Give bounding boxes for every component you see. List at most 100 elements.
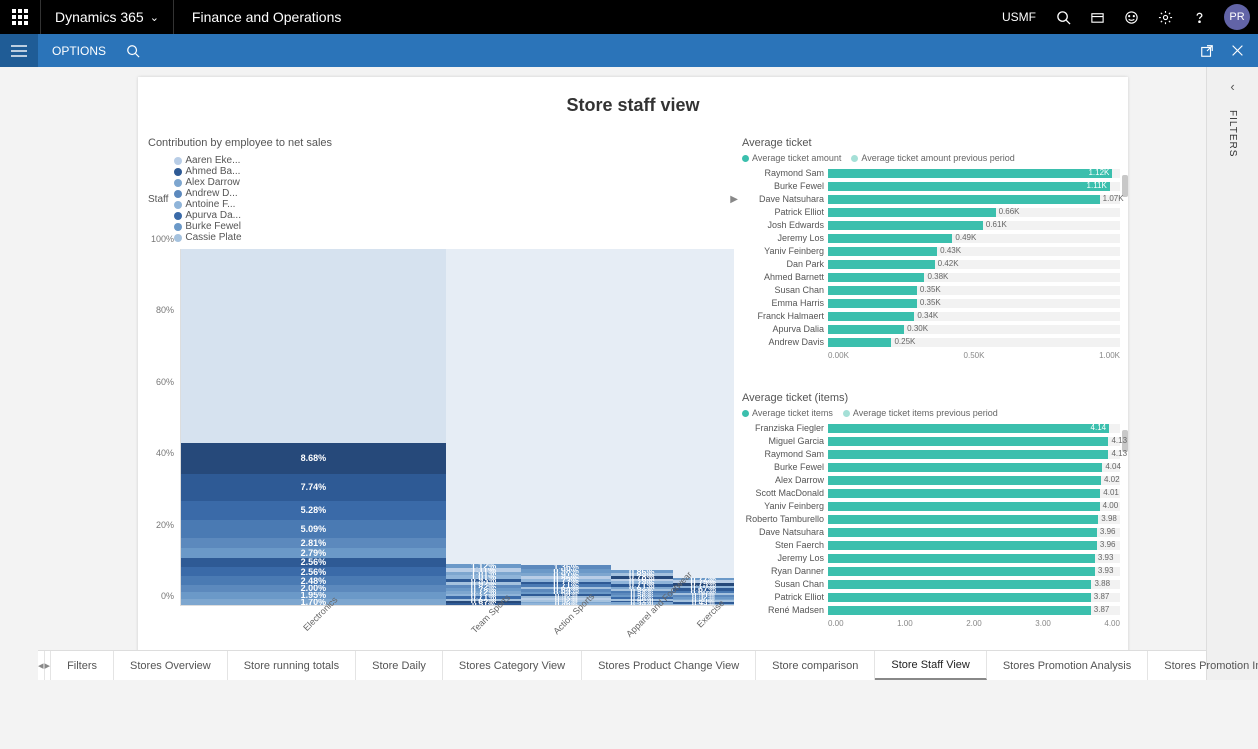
chevron-left-icon[interactable]: ‹ xyxy=(1230,79,1234,94)
stack-segment[interactable] xyxy=(181,249,446,443)
legend-item[interactable]: Aaren Eke... xyxy=(174,155,241,166)
hbar-row[interactable]: Dave Natsuhara1.07K xyxy=(742,193,1120,205)
report-tabs: ◂ ▸ FiltersStores OverviewStore running … xyxy=(38,650,1206,680)
hbar-row[interactable]: Susan Chan0.35K xyxy=(742,284,1120,296)
hbar-row[interactable]: Dan Park0.42K xyxy=(742,258,1120,270)
hbar-row[interactable]: Raymond Sam1.12K xyxy=(742,167,1120,179)
stack-segment[interactable] xyxy=(521,249,611,564)
hbar-row[interactable]: Josh Edwards0.61K xyxy=(742,219,1120,231)
legend-item[interactable]: Average ticket items xyxy=(742,408,833,418)
stack-segment[interactable] xyxy=(446,249,522,563)
legend-dot-icon xyxy=(174,179,182,187)
report-tab[interactable]: Store Daily xyxy=(356,651,443,680)
hbar-value: 3.87 xyxy=(1094,592,1110,601)
hbar-value: 3.96 xyxy=(1100,527,1116,536)
hbar-row[interactable]: Burke Fewel4.04 xyxy=(742,461,1120,473)
hbar-track: 3.93 xyxy=(828,567,1120,576)
legend-item[interactable]: Apurva Da... xyxy=(174,210,241,221)
close-icon[interactable] xyxy=(1222,34,1252,67)
hbar-row[interactable]: Jeremy Los0.49K xyxy=(742,232,1120,244)
stack-column[interactable]: 0.39%0.43%0.50%0.50%0.52%0.55%0.58%0.60%… xyxy=(673,249,734,605)
report-tab[interactable]: Store Staff View xyxy=(875,651,986,680)
user-avatar[interactable]: PR xyxy=(1224,4,1250,30)
chevron-down-icon: ⌄ xyxy=(150,11,159,24)
stack-segment[interactable]: 7.74% xyxy=(181,474,446,502)
hbar-track: 3.93 xyxy=(828,554,1120,563)
hbar-row[interactable]: Alex Darrow4.02 xyxy=(742,474,1120,486)
popout-icon[interactable] xyxy=(1192,34,1222,67)
company-label[interactable]: USMF xyxy=(992,10,1046,24)
hbar-row[interactable]: Franziska Fiegler4.14 xyxy=(742,422,1120,434)
filters-label[interactable]: FILTERS xyxy=(1227,110,1238,157)
hbar-row[interactable]: Susan Chan3.88 xyxy=(742,578,1120,590)
chart-title: Average ticket (items) xyxy=(742,392,1120,404)
search-icon[interactable] xyxy=(1046,0,1080,34)
stack-column[interactable]: 0.46%0.50%0.52%0.53%0.57%0.58%0.64%0.64%… xyxy=(521,249,611,605)
x-tick: 2.00 xyxy=(966,619,982,628)
report-tab[interactable]: Store comparison xyxy=(756,651,875,680)
hbar-row[interactable]: Andrew Davis0.25K xyxy=(742,336,1120,348)
hbar-row[interactable]: Patrick Elliot3.87 xyxy=(742,591,1120,603)
report-tab[interactable]: Filters xyxy=(51,651,114,680)
report-tab[interactable]: Stores Promotion Analysis xyxy=(987,651,1148,680)
hbar-row[interactable]: Yaniv Feinberg0.43K xyxy=(742,245,1120,257)
menu-icon[interactable] xyxy=(0,34,38,67)
legend-item[interactable]: Burke Fewel xyxy=(174,221,241,232)
legend-text: Antoine F... xyxy=(185,199,235,210)
report-tab[interactable]: Stores Overview xyxy=(114,651,228,680)
legend-text: Ahmed Ba... xyxy=(185,166,240,177)
hbar-label: Josh Edwards xyxy=(742,220,828,230)
hbar-track: 0.38K xyxy=(828,273,1120,282)
hbar-row[interactable]: Yaniv Feinberg4.00 xyxy=(742,500,1120,512)
hbar-row[interactable]: Miguel Garcia4.13 xyxy=(742,435,1120,447)
legend-next-icon[interactable]: ▶ xyxy=(730,194,738,205)
legend-item[interactable]: Average ticket amount xyxy=(742,153,841,163)
hbar-row[interactable]: Ryan Danner3.93 xyxy=(742,565,1120,577)
action-search-icon[interactable] xyxy=(126,44,140,58)
legend-item[interactable]: Antoine F... xyxy=(174,199,241,210)
hbar-row[interactable]: Jeremy Los3.93 xyxy=(742,552,1120,564)
task-recorder-icon[interactable] xyxy=(1080,0,1114,34)
hbar-row[interactable]: Patrick Elliot0.66K xyxy=(742,206,1120,218)
feedback-icon[interactable] xyxy=(1114,0,1148,34)
hbar-row[interactable]: Raymond Sam4.13 xyxy=(742,448,1120,460)
hbar-bar xyxy=(828,502,1100,511)
stack-segment[interactable] xyxy=(611,249,672,570)
hbar-row[interactable]: Franck Halmaert0.34K xyxy=(742,310,1120,322)
hbar-row[interactable]: Dave Natsuhara3.96 xyxy=(742,526,1120,538)
legend-item[interactable]: Average ticket items previous period xyxy=(843,408,998,418)
legend-item[interactable]: Alex Darrow xyxy=(174,177,241,188)
gear-icon[interactable] xyxy=(1148,0,1182,34)
report-tab[interactable]: Stores Product Change View xyxy=(582,651,756,680)
hbar-row[interactable]: Burke Fewel1.11K xyxy=(742,180,1120,192)
brand-dropdown[interactable]: Dynamics 365 ⌄ xyxy=(41,0,173,34)
hbar-row[interactable]: Roberto Tamburello3.98 xyxy=(742,513,1120,525)
legend-item[interactable]: Cassie Plate xyxy=(174,232,241,243)
hbar-row[interactable]: Apurva Dalia0.30K xyxy=(742,323,1120,335)
hbar-label: Franziska Fiegler xyxy=(742,423,828,433)
hbar-value: 4.13 xyxy=(1111,436,1127,445)
report-tab[interactable]: Stores Category View xyxy=(443,651,582,680)
stack-segment[interactable]: 8.68% xyxy=(181,443,446,474)
app-launcher-icon[interactable] xyxy=(0,0,40,34)
hbar-value: 3.93 xyxy=(1098,566,1114,575)
hbar-track: 0.49K xyxy=(828,234,1120,243)
report-tab[interactable]: Stores Promotion Impact Analysis xyxy=(1148,651,1258,680)
legend-item[interactable]: Andrew D... xyxy=(174,188,241,199)
options-button[interactable]: OPTIONS xyxy=(38,44,120,58)
hbar-row[interactable]: Ahmed Barnett0.38K xyxy=(742,271,1120,283)
hbar-row[interactable]: Scott MacDonald4.01 xyxy=(742,487,1120,499)
legend-item[interactable]: Average ticket amount previous period xyxy=(851,153,1014,163)
report-tab[interactable]: Store running totals xyxy=(228,651,356,680)
stack-column[interactable]: 0.51%0.62%0.68%0.71%0.72%0.72%0.78%0.82%… xyxy=(446,249,522,605)
stack-column[interactable]: 0.38%0.39%0.47%0.48%0.48%0.56%0.58%0.58%… xyxy=(611,249,672,605)
legend-text: Cassie Plate xyxy=(185,232,241,243)
help-icon[interactable] xyxy=(1182,0,1216,34)
hbar-row[interactable]: Sten Faerch3.96 xyxy=(742,539,1120,551)
hbar-row[interactable]: René Madsen3.87 xyxy=(742,604,1120,616)
hbar-value: 3.93 xyxy=(1098,553,1114,562)
legend-item[interactable]: Ahmed Ba... xyxy=(174,166,241,177)
hbar-bar xyxy=(828,338,891,347)
stack-segment[interactable] xyxy=(673,249,734,578)
hbar-row[interactable]: Emma Harris0.35K xyxy=(742,297,1120,309)
